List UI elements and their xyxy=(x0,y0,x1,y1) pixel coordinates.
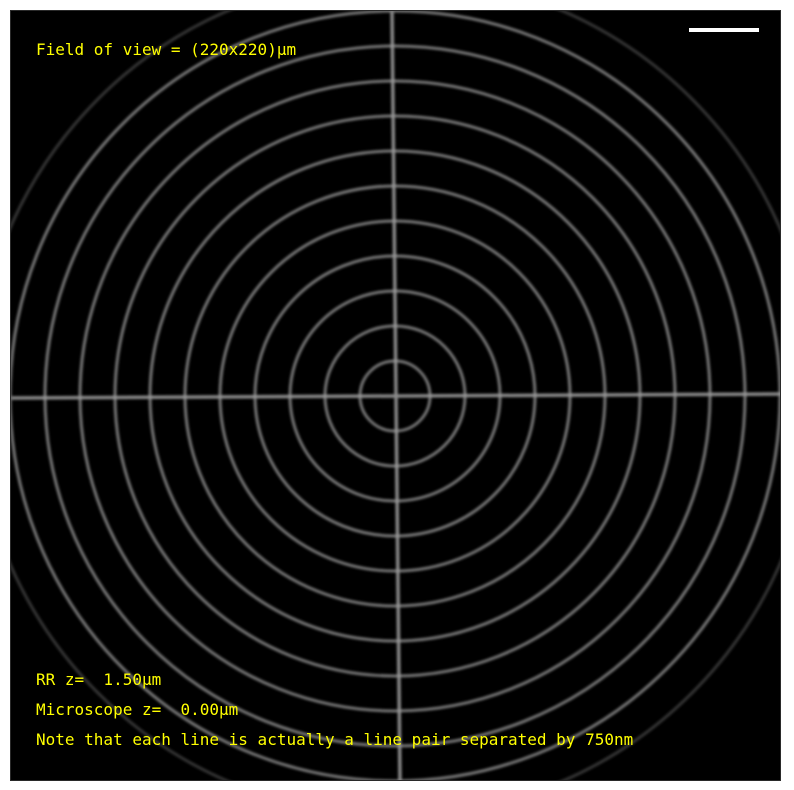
target-ring xyxy=(43,44,747,748)
scale-bar xyxy=(689,28,759,32)
note-label: Note that each line is actually a line p… xyxy=(36,730,634,749)
field-of-view-label: Field of view = (220x220)μm xyxy=(36,40,297,59)
microscope-image: Field of view = (220x220)μm RR z= 1.50μm… xyxy=(10,10,781,781)
microscope-z-label: Microscope z= 0.00μm xyxy=(36,700,239,719)
horizontal-line xyxy=(11,392,780,400)
resolution-target xyxy=(11,11,780,780)
rr-z-label: RR z= 1.50μm xyxy=(36,670,162,689)
